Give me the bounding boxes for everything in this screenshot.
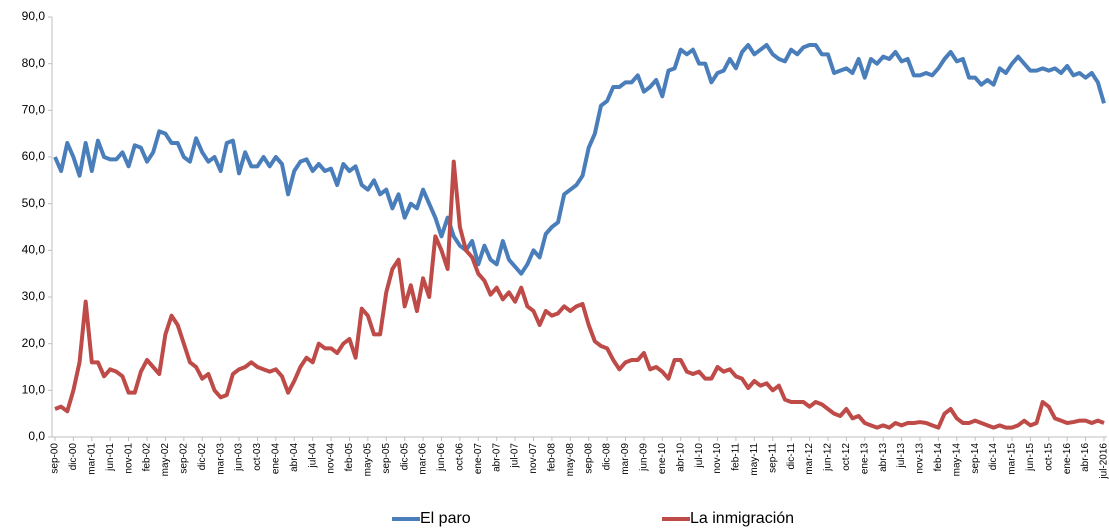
series-line	[54, 159, 1105, 430]
x-tick-label: oct-03	[252, 443, 263, 471]
x-tick-label: nov-07	[528, 443, 539, 474]
x-tick-label: sep-05	[381, 443, 392, 474]
x-tick-label: abr-04	[289, 443, 300, 472]
x-tick-label: may-14	[951, 443, 962, 477]
x-tick-label: abr-07	[491, 443, 502, 472]
x-tick-label: sep-14	[970, 443, 981, 474]
legend-label: La inmigración	[690, 510, 794, 527]
y-tick-label: 20,0	[22, 336, 46, 350]
x-tick-label: mar-01	[86, 443, 97, 475]
x-tick-label: jul-07	[510, 443, 521, 469]
y-tick-label: 80,0	[22, 56, 46, 70]
x-tick-label: abr-13	[878, 443, 889, 472]
x-tick-label: feb-05	[344, 443, 355, 472]
x-tick-label: dic-08	[602, 443, 613, 471]
y-tick-label: 0,0	[28, 429, 45, 443]
x-tick-label: mar-09	[620, 443, 631, 475]
x-tick-label: jun-03	[234, 443, 245, 472]
x-tick-label: sep-00	[50, 443, 61, 474]
x-tick-label: ene-10	[657, 443, 668, 475]
x-tick-label: mar-06	[418, 443, 429, 475]
x-tick-label: mar-15	[1007, 443, 1018, 475]
y-tick-label: 70,0	[22, 103, 46, 117]
y-tick-label: 40,0	[22, 243, 46, 257]
x-tick-label: sep-02	[178, 443, 189, 474]
x-tick-label: nov-10	[712, 443, 723, 474]
x-tick-label: oct-06	[455, 443, 466, 471]
x-tick-label: jul-04	[307, 443, 318, 469]
x-tick-label: jul-10	[694, 443, 705, 469]
x-tick-label: dic-00	[68, 443, 79, 471]
x-tick-label: jun-06	[436, 443, 447, 472]
x-tick-label: dic-14	[988, 443, 999, 471]
x-tick-label: sep-11	[767, 443, 778, 473]
x-tick-label: jun-09	[639, 443, 650, 472]
y-tick-label: 60,0	[22, 149, 46, 163]
x-tick-label: jul-13	[896, 443, 907, 469]
x-tick-label: dic-05	[399, 443, 410, 471]
x-tick-label: ene-13	[859, 443, 870, 475]
x-tick-label: abr-10	[675, 443, 686, 472]
x-tick-label: nov-13	[915, 443, 926, 474]
x-tick-label: jun-12	[823, 443, 834, 472]
x-tick-label: jun-15	[1025, 443, 1036, 472]
x-tick-label: feb-02	[142, 443, 153, 472]
y-tick-label: 10,0	[22, 383, 46, 397]
x-tick-label: nov-04	[326, 443, 337, 474]
x-tick-label: jun-01	[105, 443, 116, 472]
series-line	[53, 43, 1106, 276]
x-tick-label: mar-03	[215, 443, 226, 475]
y-tick-label: 50,0	[22, 196, 46, 210]
x-tick-label: oct-15	[1043, 443, 1054, 471]
x-tick-label: oct-12	[841, 443, 852, 471]
x-tick-label: ene-04	[270, 443, 281, 475]
x-tick-label: nov-01	[123, 443, 134, 474]
x-tick-label: jul-2016	[1099, 443, 1109, 480]
x-tick-label: feb-11	[731, 443, 742, 471]
legend-label: El paro	[420, 510, 471, 527]
x-tick-label: may-11	[749, 443, 760, 476]
x-tick-label: feb-08	[547, 443, 558, 472]
x-tick-label: may-05	[363, 443, 374, 477]
y-tick-label: 90,0	[22, 9, 46, 23]
x-tick-label: dic-11	[786, 443, 797, 470]
x-tick-label: ene-07	[473, 443, 484, 475]
x-tick-label: feb-14	[933, 443, 944, 472]
y-tick-label: 30,0	[22, 289, 46, 303]
x-tick-label: sep-08	[583, 443, 594, 474]
x-tick-label: dic-02	[197, 443, 208, 471]
x-tick-label: ene-16	[1062, 443, 1073, 475]
x-tick-label: may-08	[565, 443, 576, 477]
x-tick-label: mar-12	[804, 443, 815, 475]
x-tick-label: may-02	[160, 443, 171, 477]
x-tick-label: abr-16	[1080, 443, 1091, 472]
